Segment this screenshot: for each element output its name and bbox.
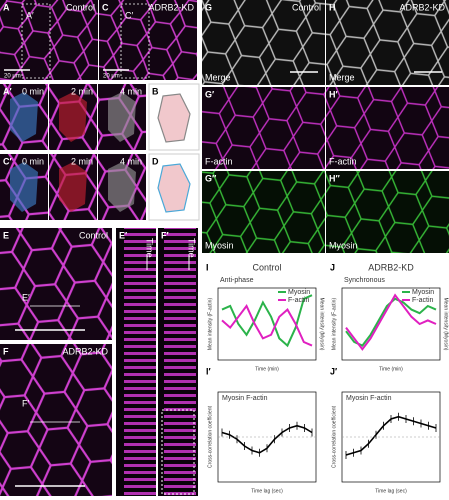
label: Myosin F-actin	[346, 395, 392, 402]
schematic-cell	[157, 163, 191, 213]
label: D	[152, 156, 159, 166]
micrograph	[99, 0, 197, 80]
label: Control	[66, 2, 95, 12]
label: F-actin	[205, 156, 233, 166]
micrograph	[202, 87, 325, 169]
label: 20 μm	[103, 74, 120, 80]
label: Anti-phase	[220, 277, 254, 284]
label: Time (min)	[255, 366, 279, 372]
series-line	[345, 293, 437, 351]
label: 4 min	[120, 86, 142, 96]
label: C′	[125, 10, 133, 20]
micrograph	[326, 0, 449, 85]
label: Control	[79, 230, 108, 240]
label: ADRB2-KD	[368, 262, 414, 272]
cell	[108, 92, 136, 142]
label: ADRB2-KD	[399, 2, 445, 12]
label: Mean intensity (Myosin)	[443, 298, 449, 351]
series-line	[221, 294, 313, 348]
label: F-actin	[412, 297, 434, 304]
label: Time lag (sec)	[375, 488, 407, 494]
label: A′	[26, 10, 34, 20]
label: Mean intensity (F-actin)	[331, 298, 337, 351]
label: H′	[329, 89, 338, 99]
micrograph	[0, 344, 112, 496]
label: 2 min	[71, 156, 93, 166]
micrograph	[202, 171, 325, 253]
label: G′	[205, 89, 214, 99]
label: F′	[161, 230, 169, 240]
label: Control	[292, 2, 321, 12]
micrograph	[326, 87, 449, 169]
label: Myosin	[288, 289, 310, 296]
label: Cross-correlation coefficient	[207, 405, 213, 467]
label: Synchronous	[344, 277, 385, 284]
label: ADRB2-KD	[148, 2, 194, 12]
label: C	[102, 2, 109, 12]
label: A	[3, 2, 10, 12]
label: Time (min)	[379, 366, 403, 372]
micrograph	[0, 228, 112, 340]
series-line	[221, 304, 313, 347]
label: J	[330, 262, 335, 272]
micrograph	[202, 0, 325, 85]
label: ADRB2-KD	[62, 346, 108, 356]
label: Control	[252, 262, 281, 272]
label: Mean intensity (F-actin)	[207, 298, 213, 351]
label: G	[205, 2, 212, 12]
label: Time	[187, 238, 197, 258]
label: H″	[329, 173, 340, 183]
label: 0 min	[22, 86, 44, 96]
schematic-cell	[157, 93, 191, 143]
label: F-actin	[329, 156, 357, 166]
label: Time lag (sec)	[251, 488, 283, 494]
label: C′	[3, 156, 12, 166]
label: B	[152, 86, 159, 96]
plot-frame	[217, 287, 317, 361]
micrograph	[0, 0, 98, 80]
label: I′	[206, 366, 211, 376]
label: Cross-correlation coefficient	[331, 405, 337, 467]
label: 4 min	[120, 156, 142, 166]
inset-box	[120, 3, 150, 79]
label: J′	[330, 366, 337, 376]
label: Time	[145, 238, 155, 258]
label: Myosin F-actin	[222, 395, 268, 402]
label: E′	[119, 230, 127, 240]
label: Myosin	[329, 240, 358, 250]
label: G″	[205, 173, 217, 183]
cell	[108, 162, 136, 212]
label: F′	[22, 398, 29, 408]
label: Mean intensity (Myosin)	[319, 298, 325, 351]
label: 20 μm	[4, 74, 21, 80]
label: A′	[3, 86, 12, 96]
label: F-actin	[288, 297, 310, 304]
inset-box	[161, 409, 195, 495]
cell	[59, 162, 87, 212]
label: I	[206, 262, 209, 272]
label: 2 min	[71, 86, 93, 96]
label: E	[3, 230, 9, 240]
label: Myosin	[205, 240, 234, 250]
label: Merge	[329, 72, 355, 82]
inset-box	[21, 3, 51, 79]
label: 0 min	[22, 156, 44, 166]
label: Merge	[205, 72, 231, 82]
cell	[10, 92, 38, 142]
label: H	[329, 2, 336, 12]
label: E′	[22, 292, 30, 302]
label: Myosin	[412, 289, 434, 296]
plot-frame	[341, 287, 441, 361]
cell	[59, 92, 87, 142]
micrograph	[326, 171, 449, 253]
micrograph	[158, 228, 198, 496]
micrograph	[116, 228, 156, 496]
cell	[10, 162, 38, 212]
label: F	[3, 346, 9, 356]
